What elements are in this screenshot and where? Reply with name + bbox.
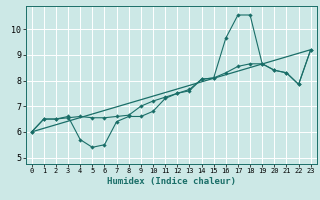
X-axis label: Humidex (Indice chaleur): Humidex (Indice chaleur) xyxy=(107,177,236,186)
